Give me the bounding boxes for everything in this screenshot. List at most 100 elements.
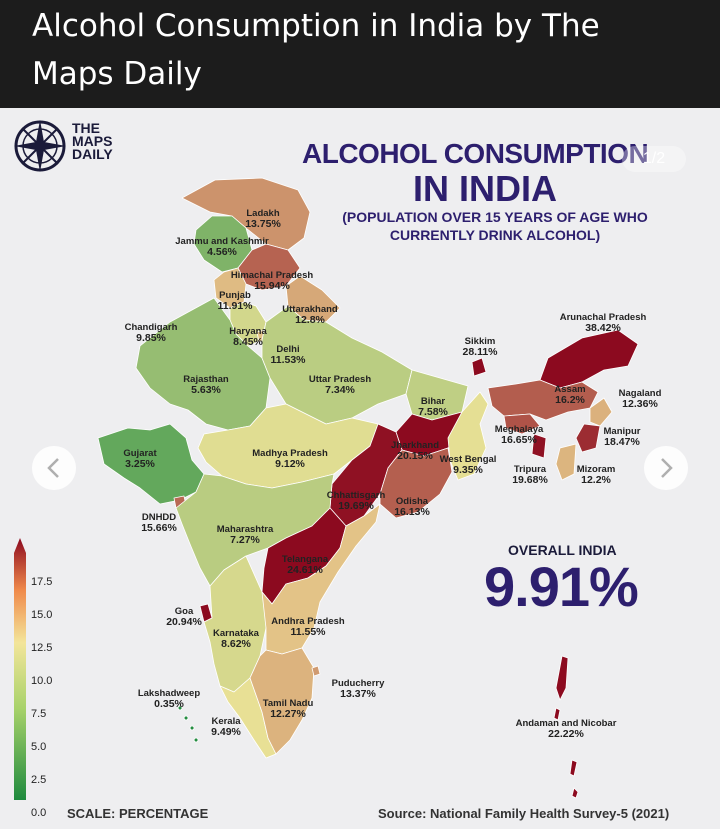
region-label-telangana: Telangana 24.61%: [282, 554, 328, 576]
region-label-mizoram: Mizoram 12.2%: [577, 464, 616, 486]
region-value: 12.2%: [581, 474, 611, 486]
chevron-right-icon: [661, 458, 673, 478]
region-label-west-bengal: West Bengal 9.35%: [440, 454, 497, 476]
scale-tick: 5.0: [31, 741, 47, 753]
scale-tick: 15.0: [31, 609, 53, 621]
region-label-gujarat: Gujarat 3.25%: [123, 448, 156, 470]
region-label-maharashtra: Maharashtra 7.27%: [217, 524, 274, 546]
region-name: Chhattisgarh: [326, 490, 386, 501]
region-value: 16.2%: [555, 394, 585, 406]
region-value: 38.42%: [585, 322, 621, 334]
region-name: Ladakh: [246, 208, 280, 219]
app-header: Alcohol Consumption in India by The Maps…: [0, 0, 720, 108]
region-value: 9.12%: [275, 458, 305, 470]
region-label-andhra-pradesh: Andhra Pradesh 11.55%: [271, 616, 344, 638]
region-himachal-pradesh: [237, 243, 301, 291]
region-name: Assam: [554, 384, 586, 395]
region-meghalaya: [503, 413, 541, 435]
color-scale-bar: [14, 538, 26, 800]
region-ladakh: [181, 177, 311, 251]
region-value: 8.45%: [233, 336, 263, 348]
region-value: 11.55%: [290, 626, 326, 638]
scale-tick: 0.0: [31, 807, 47, 819]
map-title-line-1: ALCOHOL CONSUMPTION: [302, 138, 649, 169]
region-label-punjab: Punjab 11.91%: [217, 290, 252, 312]
region-value: 3.25%: [125, 458, 155, 470]
region-value: 20.94%: [166, 616, 202, 628]
region-name: Telangana: [281, 554, 329, 565]
region-name: Karnataka: [213, 628, 259, 639]
region-value: 15.66%: [141, 522, 177, 534]
region-value: 19.68%: [512, 474, 548, 486]
region-name: Bihar: [420, 396, 446, 407]
region-west-bengal: [447, 391, 489, 481]
region-label-haryana: Haryana 8.45%: [229, 326, 267, 348]
region-label-goa: Goa 20.94%: [166, 606, 202, 628]
region-value: 12.8%: [295, 314, 325, 326]
source-credit: Source: National Family Health Survey-5 …: [378, 806, 670, 821]
region-value: 0.35%: [154, 698, 184, 710]
region-value: 9.35%: [453, 464, 483, 476]
region-label-chandigarh: Chandigarh 9.85%: [125, 322, 178, 344]
region-label-delhi: Delhi 11.53%: [270, 344, 305, 366]
region-name: Uttar Pradesh: [308, 374, 372, 385]
region-label-rajasthan: Rajasthan 5.63%: [183, 374, 228, 396]
region-label-manipur: Manipur 18.47%: [604, 426, 641, 448]
region-name: Mizoram: [576, 464, 616, 475]
region-label-tripura: Tripura 19.68%: [512, 464, 548, 486]
logo-line-3: DAILY: [72, 146, 113, 162]
scale-tick: 12.5: [31, 642, 53, 654]
region-name: Uttarakhand: [282, 304, 338, 315]
chevron-left-icon: [47, 458, 59, 478]
overall-india-value: 9.91%: [484, 555, 639, 618]
logo-line-1: THE: [72, 120, 100, 136]
post-title: Alcohol Consumption in India by The Maps…: [32, 8, 600, 92]
region-name: Delhi: [276, 344, 300, 355]
region-nagaland: [589, 397, 613, 427]
region-name: Himachal Pradesh: [230, 270, 314, 281]
region-label-andaman-and-nicobar: Andaman and Nicobar 22.22%: [516, 718, 617, 740]
region-value: 11.53%: [270, 354, 306, 366]
region-mizoram: [555, 443, 577, 481]
region-label-tamil-nadu: Tamil Nadu 12.27%: [263, 698, 314, 720]
region-value: 18.47%: [604, 436, 640, 448]
region-label-dnhdd: DNHDD 15.66%: [141, 512, 177, 534]
region-value: 4.56%: [207, 246, 237, 258]
scale-tick: 10.0: [31, 675, 53, 687]
region-value: 7.34%: [325, 384, 355, 396]
region-value: 12.27%: [270, 708, 306, 720]
region-label-puducherry: Puducherry 13.37%: [332, 678, 385, 700]
region-lakshadweep: [177, 705, 199, 743]
region-value: 11.91%: [217, 300, 253, 312]
india-map: [14, 120, 639, 800]
region-name: Punjab: [219, 290, 251, 301]
region-value: 8.62%: [221, 638, 251, 650]
scale-label: SCALE: PERCENTAGE: [67, 806, 209, 821]
region-label-chhattisgarh: Chhattisgarh 19.69%: [327, 490, 386, 512]
region-arunachal-pradesh: [539, 329, 639, 389]
next-button[interactable]: [644, 446, 688, 490]
region-name: Andaman and Nicobar: [515, 718, 617, 729]
region-value: 7.27%: [230, 534, 260, 546]
region-name: Chandigarh: [124, 322, 178, 333]
region-punjab: [213, 267, 247, 309]
region-value: 15.94%: [254, 280, 290, 292]
scale-tick: 7.5: [31, 708, 47, 720]
region-label-ladakh: Ladakh 13.75%: [245, 208, 281, 230]
region-value: 16.65%: [501, 434, 537, 446]
region-name: Puducherry: [331, 678, 385, 689]
region-value: 9.49%: [211, 726, 241, 738]
map-card[interactable]: THE MAPS DAILY ALCOHOL CONSUMPTION IN IN…: [0, 108, 720, 829]
previous-button[interactable]: [32, 446, 76, 490]
region-label-kerala: Kerala 9.49%: [211, 716, 241, 738]
region-label-madhya-pradesh: Madhya Pradesh 9.12%: [252, 448, 328, 470]
region-label-bihar: Bihar 7.58%: [418, 396, 448, 418]
region-label-meghalaya: Meghalaya 16.65%: [495, 424, 544, 446]
region-tamil-nadu: [249, 647, 315, 755]
region-label-odisha: Odisha 16.13%: [394, 496, 430, 518]
region-label-himachal-pradesh: Himachal Pradesh 15.94%: [231, 270, 313, 292]
region-label-uttarakhand: Uttarakhand 12.8%: [282, 304, 337, 326]
region-value: 20.15%: [397, 450, 433, 462]
region-label-arunachal-pradesh: Arunachal Pradesh 38.42%: [560, 312, 647, 334]
logo-line-2: MAPS: [72, 133, 113, 149]
